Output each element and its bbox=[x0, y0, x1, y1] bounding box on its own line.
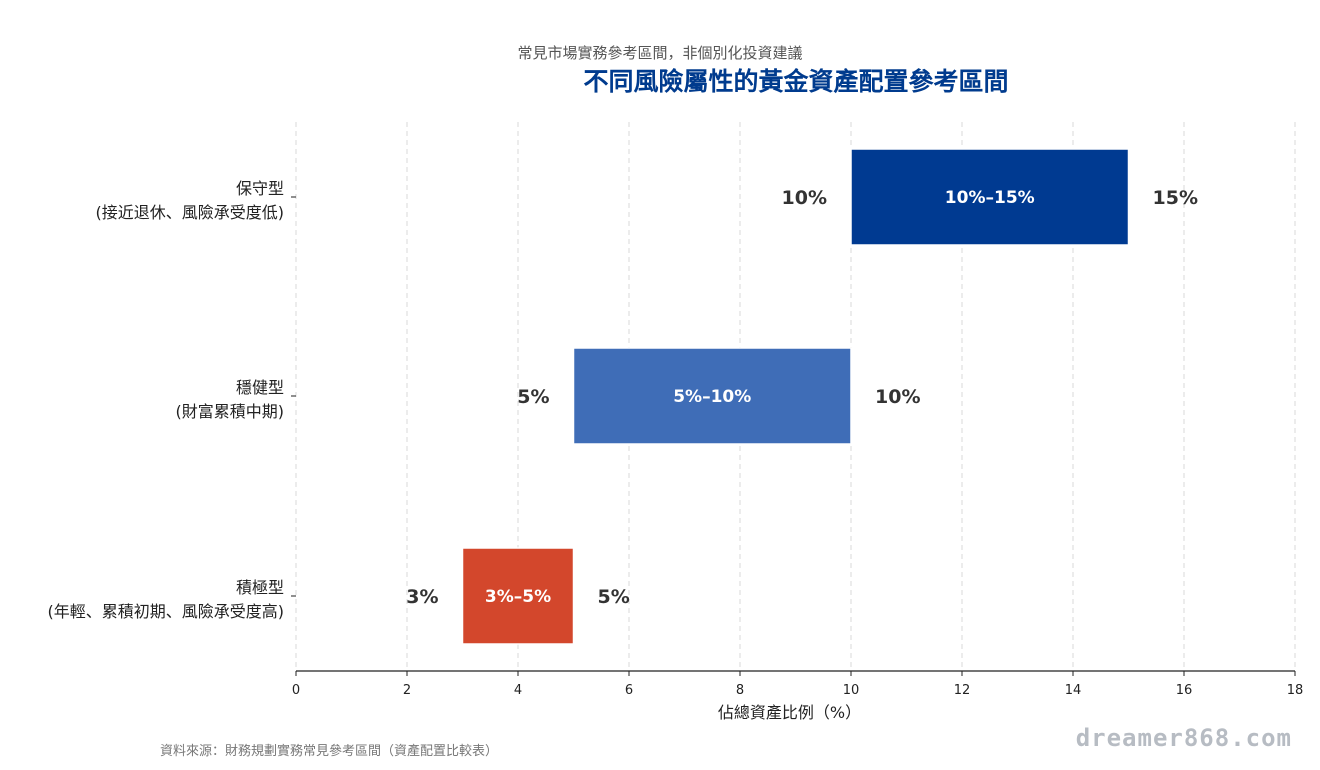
range-bar-1 bbox=[572, 347, 852, 445]
range-label-2: 3%–5% bbox=[485, 587, 551, 607]
chart-subtitle: 常見市場實務參考區間，非個別化投資建議 bbox=[517, 44, 803, 62]
x-tick-label-2: 4 bbox=[514, 683, 522, 698]
category-label-line1-1: 穩健型 bbox=[236, 378, 284, 397]
x-tick-label-7: 14 bbox=[1065, 683, 1082, 698]
source-note: 資料來源：財務規劃實務常見參考區間（資產配置比較表） bbox=[160, 744, 499, 759]
range-label-1: 5%–10% bbox=[673, 387, 751, 407]
x-tick-label-0: 0 bbox=[292, 683, 300, 698]
start-label-0: 10% bbox=[782, 187, 827, 209]
x-tick-label-8: 16 bbox=[1176, 683, 1193, 698]
x-tick-label-3: 6 bbox=[625, 683, 633, 698]
x-tick-label-4: 8 bbox=[736, 683, 744, 698]
x-tick-label-5: 10 bbox=[843, 683, 860, 698]
start-label-1: 5% bbox=[517, 386, 549, 408]
range-label-0: 10%–15% bbox=[945, 188, 1035, 208]
end-label-1: 10% bbox=[875, 386, 920, 408]
category-label-line1-2: 積極型 bbox=[236, 578, 284, 597]
category-label-line2-2: (年輕、累積初期、風險承受度高) bbox=[48, 602, 285, 621]
range-bar-2 bbox=[461, 547, 575, 645]
x-axis-label: 佔總資產比例（%） bbox=[718, 703, 861, 722]
end-label-2: 5% bbox=[598, 586, 630, 608]
watermark: dreamer868.com bbox=[1075, 724, 1292, 752]
category-label-line2-0: (接近退休、風險承受度低) bbox=[96, 203, 285, 222]
x-tick-label-9: 18 bbox=[1287, 683, 1304, 698]
category-label-line2-1: (財富累積中期) bbox=[176, 402, 285, 421]
end-label-0: 15% bbox=[1153, 187, 1198, 209]
category-label-line1-0: 保守型 bbox=[236, 179, 284, 198]
x-tick-label-1: 2 bbox=[403, 683, 411, 698]
range-bar-0 bbox=[850, 148, 1130, 246]
start-label-2: 3% bbox=[406, 586, 438, 608]
x-tick-label-6: 12 bbox=[954, 683, 971, 698]
chart-title: 不同風險屬性的黃金資產配置參考區間 bbox=[583, 67, 1009, 96]
